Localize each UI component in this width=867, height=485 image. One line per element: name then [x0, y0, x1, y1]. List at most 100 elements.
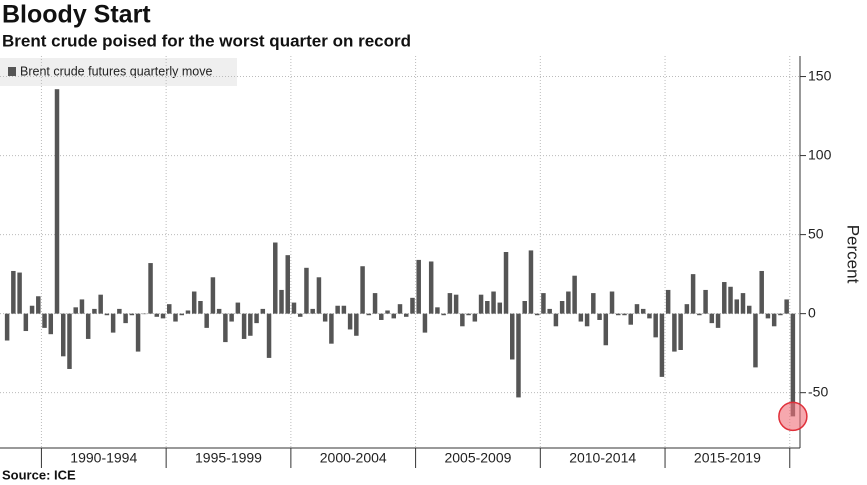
bar [715, 313, 721, 328]
bar [29, 305, 35, 314]
bar [379, 313, 384, 320]
bar [784, 299, 789, 314]
bar [210, 277, 216, 314]
bar [547, 308, 552, 314]
source: Source: ICE [2, 467, 76, 482]
x-tick-label: 2005-2009 [444, 450, 511, 466]
bar [616, 313, 621, 316]
bar [110, 313, 116, 333]
bar [665, 289, 671, 314]
bar [42, 313, 47, 328]
bar [273, 242, 278, 314]
bar [578, 313, 584, 322]
bar [254, 313, 259, 324]
bar [48, 313, 54, 335]
bar [92, 308, 97, 314]
bar [472, 313, 478, 322]
bar [516, 313, 521, 398]
bar [759, 270, 764, 314]
bar [559, 301, 565, 314]
legend-swatch [8, 67, 16, 76]
bar [591, 293, 596, 314]
bar [753, 313, 758, 368]
bar [354, 313, 359, 336]
bar [185, 310, 191, 314]
bar [703, 289, 708, 314]
bar [397, 304, 403, 314]
bar [198, 301, 203, 314]
bar [135, 313, 141, 352]
bar [672, 313, 677, 352]
bar [597, 313, 602, 320]
bar [248, 313, 253, 336]
legend-box [0, 58, 237, 86]
y-tick-label: 100 [808, 146, 832, 162]
bar [216, 308, 222, 314]
bar [746, 305, 752, 314]
bar [67, 313, 72, 369]
x-tick-label: 2000-2004 [320, 450, 387, 466]
bar [73, 307, 78, 314]
bar [647, 313, 652, 319]
bar [266, 313, 272, 358]
bar [285, 255, 290, 314]
bar [229, 313, 234, 322]
bar [653, 313, 658, 338]
bar [572, 275, 577, 314]
bar [740, 293, 746, 314]
bar [466, 313, 471, 316]
bar [485, 301, 490, 314]
bar [603, 313, 609, 346]
legend-label: Brent crude futures quarterly move [20, 64, 212, 78]
bar [36, 296, 41, 314]
bar [609, 291, 615, 314]
chart-subtitle: Brent crude poised for the worst quarter… [2, 31, 411, 50]
bar [148, 263, 153, 314]
bar [778, 313, 783, 316]
bar [435, 307, 440, 314]
x-tick-label: 1995-1999 [195, 450, 262, 466]
bar [304, 267, 309, 314]
bar [223, 313, 228, 343]
bar [17, 272, 22, 314]
bar [441, 313, 446, 316]
bar [391, 313, 397, 319]
bar [385, 310, 390, 314]
y-axis-label: Percent [844, 225, 863, 284]
bar [4, 313, 10, 341]
y-tick-label: -50 [808, 383, 828, 399]
bar [123, 313, 128, 324]
x-tick-label: 1990-1994 [70, 450, 137, 466]
bar [360, 266, 365, 314]
bar [622, 313, 627, 316]
bar [497, 302, 503, 314]
bar [428, 261, 434, 314]
bar [453, 294, 459, 314]
bar [659, 313, 665, 377]
bar [154, 313, 160, 317]
bar [640, 308, 646, 314]
bar [85, 313, 91, 339]
bar [329, 313, 334, 344]
bar [697, 313, 702, 316]
bar [297, 313, 303, 317]
bar [291, 302, 297, 314]
bar [510, 313, 515, 360]
bar [129, 313, 135, 316]
bar [347, 313, 353, 330]
bar [522, 301, 527, 314]
bar [104, 313, 110, 316]
bar [335, 305, 340, 314]
bar [372, 293, 378, 314]
bar [310, 308, 315, 314]
bar [478, 294, 484, 314]
bar [728, 286, 733, 314]
bar [191, 291, 197, 314]
bar [167, 304, 172, 314]
bar [11, 270, 16, 314]
bar [403, 313, 409, 317]
bar [734, 299, 740, 314]
chart-title: Bloody Start [2, 1, 151, 29]
bar [528, 250, 534, 314]
bar [279, 289, 284, 314]
